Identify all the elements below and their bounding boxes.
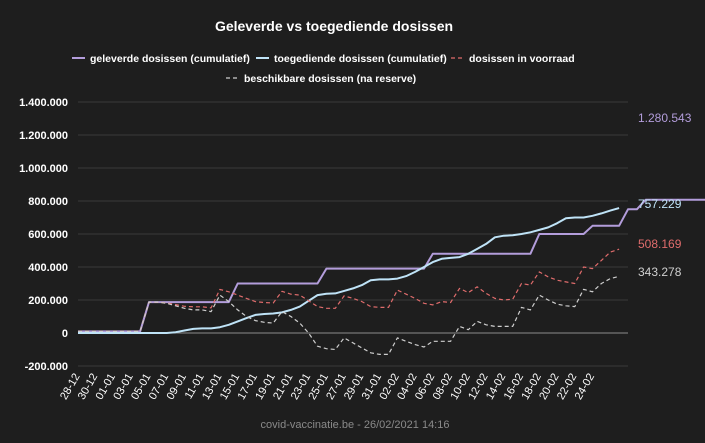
- y-tick-label: -200.000: [25, 361, 68, 373]
- series-line-1: [78, 207, 620, 334]
- end-labels: 1.280.543 757.229 508.169 343.278: [638, 111, 692, 279]
- end-label-1: 757.229: [638, 197, 682, 211]
- y-axis: 1.400.000 1.200.000 1.000.000 800.000 600.00…: [19, 97, 68, 373]
- y-tick-label: 800.000: [28, 196, 68, 208]
- legend: geleverde dosissen (cumulatief) toegedien…: [72, 53, 575, 85]
- series-line-2: [78, 248, 620, 332]
- legend-label-0: geleverde dosissen (cumulatief): [90, 53, 250, 65]
- series-group: [78, 198, 705, 355]
- end-label-3: 343.278: [638, 265, 682, 279]
- end-label-2: 508.169: [638, 237, 682, 251]
- legend-label-1: toegediende dosissen (cumulatief): [274, 53, 447, 65]
- series-line-0: [78, 198, 705, 333]
- footer-caption: covid-vaccinatie.be - 26/02/2021 14:16: [261, 419, 450, 431]
- y-tick-label: 0: [62, 328, 68, 340]
- y-tick-label: 1.200.000: [19, 130, 68, 142]
- y-tick-label: 600.000: [28, 229, 68, 241]
- y-tick-label: 1.000.000: [19, 163, 68, 175]
- y-tick-label: 200.000: [28, 295, 68, 307]
- end-label-0: 1.280.543: [638, 111, 692, 125]
- legend-label-3: beschikbare dosissen (na reserve): [244, 73, 416, 85]
- legend-label-2: dosissen in voorraad: [469, 53, 575, 65]
- x-axis: 28-1230-1201-0103-0105-0107-0109-0111-01…: [58, 372, 597, 402]
- y-tick-label: 400.000: [28, 262, 68, 274]
- chart-title: Geleverde vs toegediende dosissen: [215, 18, 453, 34]
- y-tick-label: 1.400.000: [19, 97, 68, 109]
- series-line-3: [78, 275, 620, 355]
